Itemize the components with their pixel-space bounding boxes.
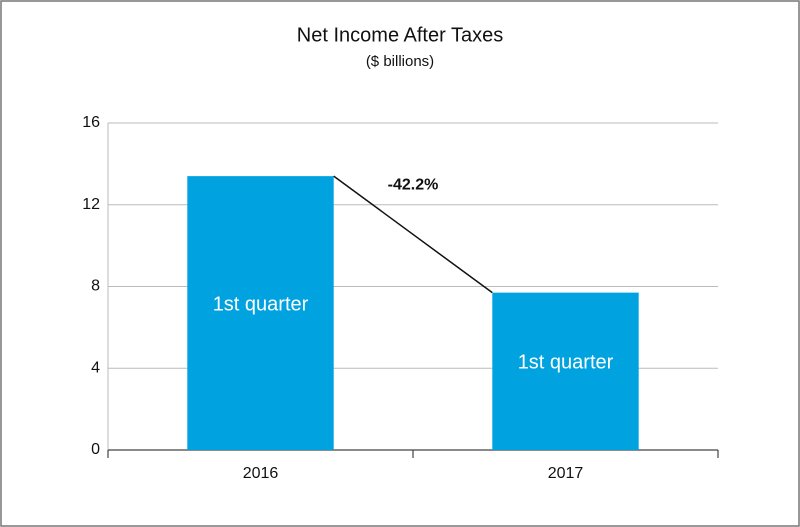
x-tick-label: 2017 [548,465,584,482]
y-tick-label: 8 [91,278,100,295]
y-tick-label: 4 [91,359,100,376]
x-tick-label: 2016 [243,465,279,482]
bar [187,176,334,450]
chart-subtitle: ($ billions) [366,53,434,70]
bar-label: 1st quarter [213,293,309,315]
chart-title: Net Income After Taxes [297,24,503,46]
bar-label: 1st quarter [518,352,614,374]
y-tick-label: 0 [91,441,100,458]
change-annotation: -42.2% [388,176,439,193]
change-line [333,175,493,294]
y-tick-label: 16 [82,114,100,131]
bar [492,292,639,450]
y-tick-label: 12 [82,196,100,213]
